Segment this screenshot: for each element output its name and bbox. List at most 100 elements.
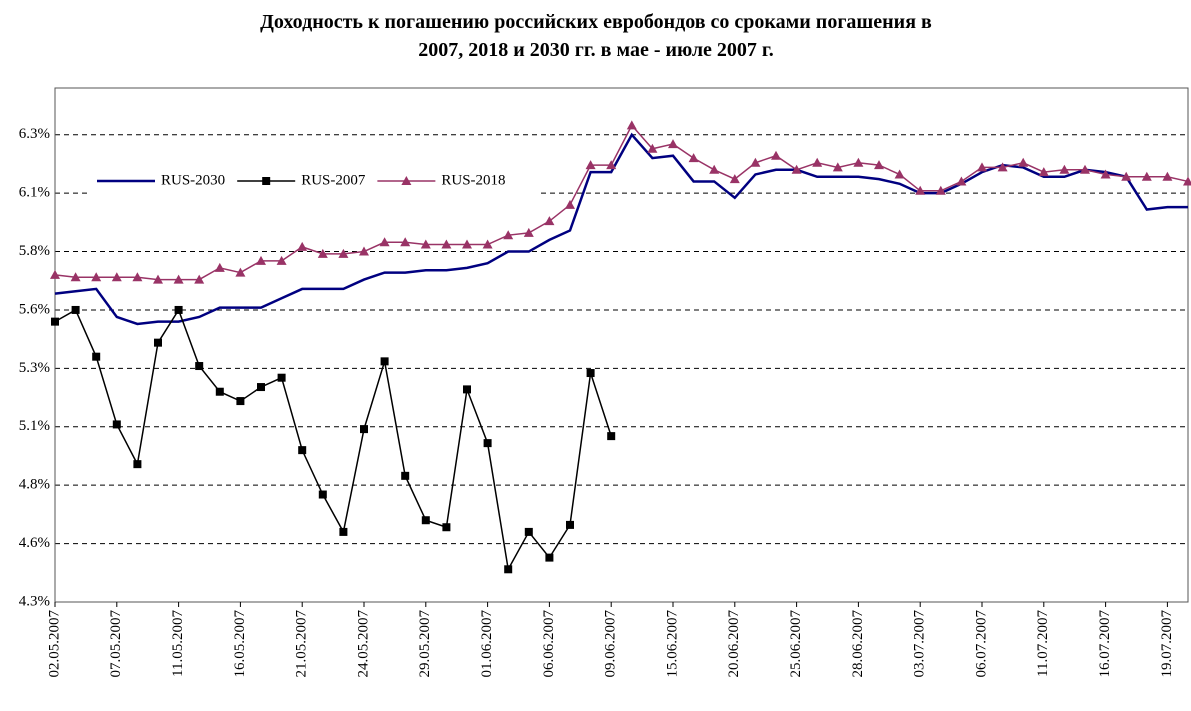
point xyxy=(132,272,143,282)
x-tick-label: 29.05.2007 xyxy=(417,610,433,678)
x-tick-label: 15.06.2007 xyxy=(664,610,680,678)
x-tick-label: 16.05.2007 xyxy=(232,610,248,678)
point xyxy=(482,239,493,249)
x-tick-label: 07.05.2007 xyxy=(108,610,124,678)
point xyxy=(1121,171,1132,181)
point xyxy=(647,143,658,153)
point xyxy=(504,565,513,574)
point xyxy=(51,317,59,326)
point xyxy=(1162,171,1173,181)
point xyxy=(832,162,843,172)
y-tick-label: 6.1% xyxy=(19,185,50,201)
x-tick-label: 25.06.2007 xyxy=(788,610,804,678)
point xyxy=(133,460,142,469)
y-tick-label: 5.3% xyxy=(19,360,50,376)
point xyxy=(91,272,102,282)
point xyxy=(812,157,823,167)
point xyxy=(277,373,286,382)
x-tick-label: 09.06.2007 xyxy=(603,610,619,678)
point xyxy=(503,230,514,240)
point xyxy=(420,239,431,249)
point xyxy=(112,420,121,429)
point xyxy=(1038,167,1049,177)
point xyxy=(380,357,389,366)
point xyxy=(915,185,926,195)
point xyxy=(874,160,884,170)
y-tick-label: 5.8% xyxy=(19,243,50,259)
point xyxy=(92,352,101,361)
point xyxy=(997,162,1008,172)
point xyxy=(194,274,205,284)
legend-label: RUS-2007 xyxy=(301,172,366,188)
point xyxy=(626,120,637,130)
x-tick-label: 24.05.2007 xyxy=(355,610,371,678)
point xyxy=(359,246,369,256)
x-tick-label: 21.05.2007 xyxy=(294,610,310,678)
x-tick-label: 11.07.2007 xyxy=(1035,610,1051,677)
point xyxy=(297,241,308,251)
point xyxy=(338,248,349,258)
series-line xyxy=(54,124,1189,281)
point xyxy=(524,527,533,536)
point xyxy=(1141,171,1152,181)
point xyxy=(750,157,761,167)
point xyxy=(441,239,452,249)
y-tick-label: 4.3% xyxy=(19,593,50,609)
point xyxy=(70,272,81,282)
point xyxy=(421,516,430,525)
point xyxy=(462,239,472,249)
point xyxy=(214,262,225,272)
point xyxy=(791,164,802,174)
y-tick-label: 4.8% xyxy=(19,477,50,493)
point xyxy=(1018,157,1029,167)
point xyxy=(195,362,204,371)
point xyxy=(50,269,60,279)
point xyxy=(442,523,451,532)
point xyxy=(317,248,328,258)
point xyxy=(1059,164,1070,174)
x-tick-label: 02.05.2007 xyxy=(46,610,62,678)
point xyxy=(174,305,183,314)
legend-label: RUS-2018 xyxy=(441,172,505,188)
point xyxy=(235,267,246,277)
point xyxy=(215,387,224,396)
point xyxy=(483,439,492,448)
point xyxy=(688,153,699,163)
y-tick-label: 4.6% xyxy=(19,535,50,551)
point xyxy=(360,425,368,434)
point xyxy=(1080,164,1090,174)
point xyxy=(606,160,617,170)
legend-label: RUS-2030 xyxy=(161,172,225,188)
y-tick-label: 5.1% xyxy=(19,418,50,434)
x-tick-label: 20.06.2007 xyxy=(726,610,742,678)
point xyxy=(154,338,162,347)
point xyxy=(173,274,184,284)
point xyxy=(298,446,307,455)
point xyxy=(729,174,740,184)
point xyxy=(400,237,411,247)
point xyxy=(463,385,471,394)
point xyxy=(565,199,575,209)
x-tick-label: 11.05.2007 xyxy=(170,610,186,677)
series-line xyxy=(54,308,612,572)
point xyxy=(111,272,122,282)
point xyxy=(544,216,555,226)
point xyxy=(894,169,905,179)
point xyxy=(935,185,946,195)
point xyxy=(262,177,271,185)
point xyxy=(276,255,287,265)
point xyxy=(339,527,348,536)
point xyxy=(153,274,163,284)
point xyxy=(566,520,574,529)
x-tick-label: 01.06.2007 xyxy=(479,610,495,678)
y-tick-label: 6.3% xyxy=(19,126,50,142)
point xyxy=(771,150,781,160)
legend-box xyxy=(90,167,540,195)
point xyxy=(1100,169,1111,179)
point xyxy=(256,255,266,265)
x-tick-label: 19.07.2007 xyxy=(1159,610,1175,678)
x-tick-label: 03.07.2007 xyxy=(912,610,928,678)
point xyxy=(956,176,967,186)
